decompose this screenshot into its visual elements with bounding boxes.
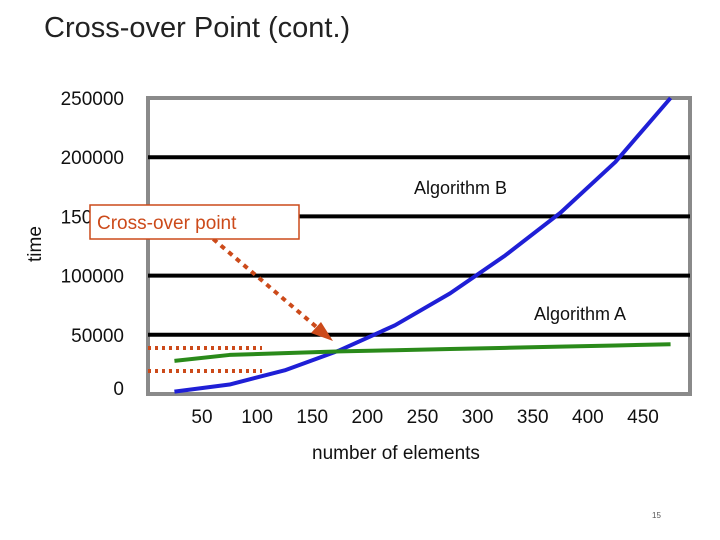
x-tick-label: 100 bbox=[241, 407, 273, 428]
y-tick-label: 200000 bbox=[61, 148, 124, 169]
x-tick-label: 300 bbox=[462, 407, 494, 428]
y-tick-label: 0 bbox=[113, 379, 124, 400]
y-tick-label: 250000 bbox=[61, 89, 124, 110]
y-tick-label: 50000 bbox=[71, 326, 124, 347]
x-tick-label: 200 bbox=[352, 407, 384, 428]
x-tick-label: 50 bbox=[191, 407, 212, 428]
x-tick-labels: 50 100 150 200 250 300 350 400 450 bbox=[191, 407, 658, 428]
callout-label: Cross-over point bbox=[97, 213, 237, 234]
series-lines bbox=[174, 96, 673, 394]
series-line-algorithm-a bbox=[174, 342, 671, 363]
x-tick-label: 450 bbox=[627, 407, 659, 428]
y-axis-title: time bbox=[25, 226, 46, 262]
y-tick-label: 100000 bbox=[61, 267, 124, 288]
x-axis-title: number of elements bbox=[312, 443, 480, 464]
series-line-algorithm-b bbox=[174, 96, 673, 394]
callout-arrow-line bbox=[196, 224, 322, 332]
y-tick-labels: 050000100000150000200000250000 bbox=[61, 89, 124, 400]
x-tick-label: 250 bbox=[407, 407, 439, 428]
slide-title: Cross-over Point (cont.) bbox=[44, 12, 351, 44]
callout-arrow-head bbox=[311, 322, 333, 341]
label-algorithm-b: Algorithm B bbox=[414, 178, 507, 198]
callout-box bbox=[89, 204, 300, 240]
x-tick-label: 350 bbox=[517, 407, 549, 428]
label-algorithm-a: Algorithm A bbox=[534, 304, 626, 324]
slide-number: 15 bbox=[652, 511, 661, 520]
x-tick-label: 150 bbox=[296, 407, 328, 428]
x-tick-label: 400 bbox=[572, 407, 604, 428]
